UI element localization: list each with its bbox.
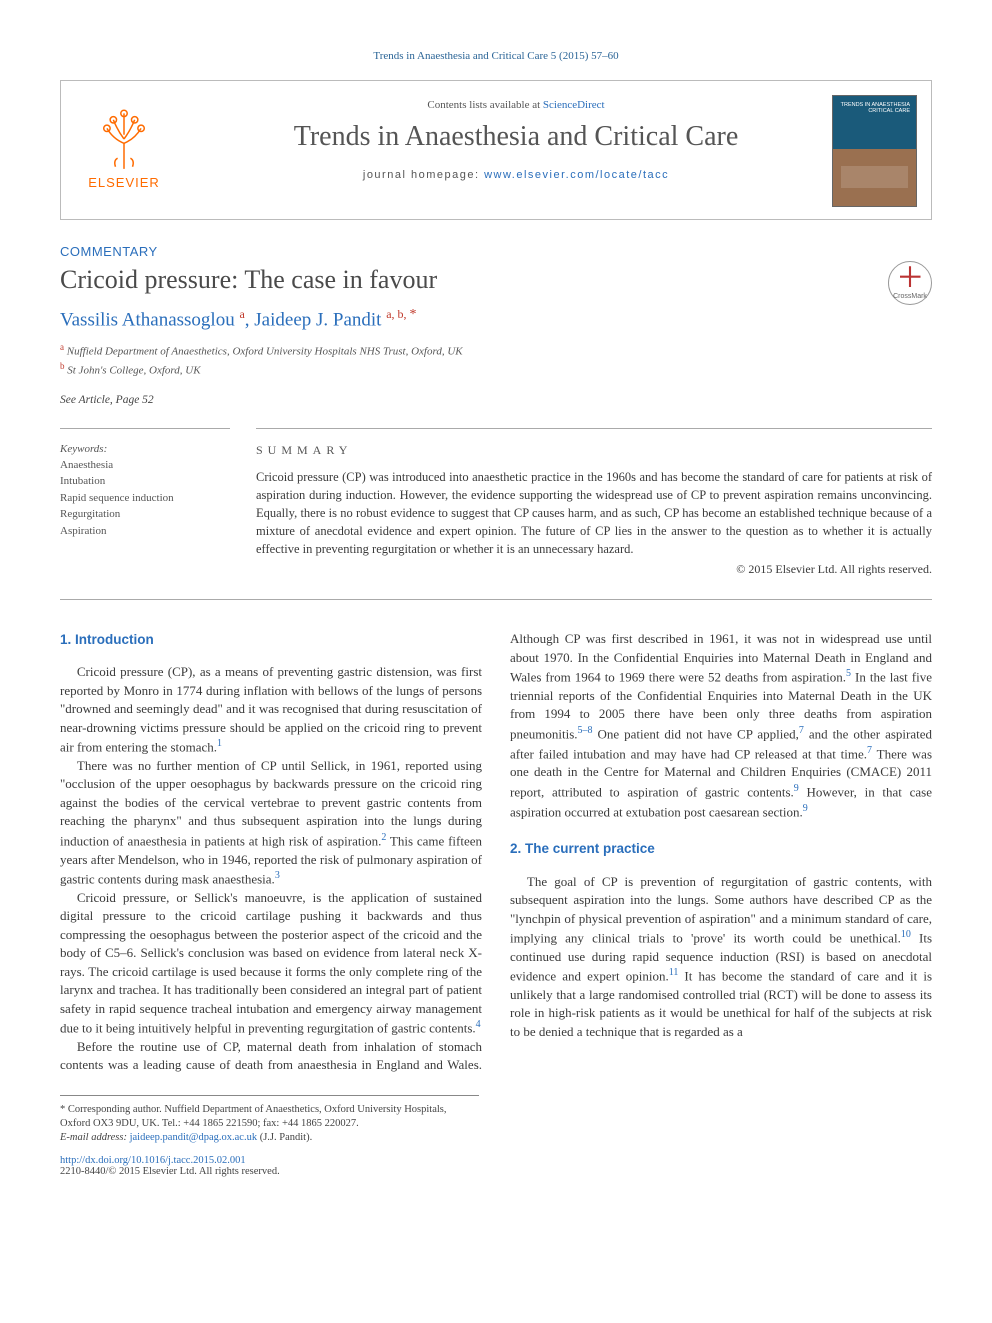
elsevier-logo: ELSEVIER [79,107,169,190]
crossmark-badge[interactable]: CrossMark [888,261,932,305]
summary-copyright: © 2015 Elsevier Ltd. All rights reserved… [256,562,932,577]
body-p3: Cricoid pressure, or Sellick's manoeuvre… [60,890,482,1036]
journal-name: Trends in Anaesthesia and Critical Care [211,121,821,153]
section-2-heading: 2. The current practice [510,839,932,858]
cite-4[interactable]: 4 [476,1019,481,1030]
article-title: Cricoid pressure: The case in favour [60,265,437,295]
doi-line: http://dx.doi.org/10.1016/j.tacc.2015.02… [60,1155,932,1166]
doi-link[interactable]: http://dx.doi.org/10.1016/j.tacc.2015.02… [60,1155,246,1166]
body-s2-p1a: The goal of CP is prevention of regurgit… [510,874,932,946]
article-body: 1. Introduction Cricoid pressure (CP), a… [60,630,932,1074]
footnote-text: * Corresponding author. Nuffield Departm… [60,1104,447,1129]
keyword-item: Rapid sequence induction [60,490,230,507]
cite-11[interactable]: 11 [669,967,679,978]
author-sep: , [245,309,255,330]
keyword-item: Aspiration [60,523,230,540]
elsevier-logo-text: ELSEVIER [79,175,169,190]
cite-9b[interactable]: 9 [803,803,808,814]
crossmark-label: CrossMark [889,293,931,300]
summary-label: summary [256,443,932,458]
body-p4c: One patient did not have CP applied, [593,726,799,741]
body-p1: Cricoid pressure (CP), as a means of pre… [60,664,482,754]
cite-1[interactable]: 1 [217,738,222,749]
journal-header: ELSEVIER TRENDS IN ANAESTHESIA CRITICAL … [60,80,932,220]
keyword-item: Regurgitation [60,506,230,523]
keywords-label: Keywords: [60,443,230,455]
author-2-aff-sup: a, b, [386,307,409,321]
affiliations: a Nuffield Department of Anaesthetics, O… [60,341,932,379]
corr-email-link[interactable]: jaideep.pandit@dpag.ox.ac.uk [130,1132,257,1143]
corresponding-author-footnote: * Corresponding author. Nuffield Departm… [60,1095,479,1146]
issn-copyright-line: 2210-8440/© 2015 Elsevier Ltd. All right… [60,1166,932,1177]
homepage-prefix: journal homepage: [363,169,484,181]
journal-homepage-link[interactable]: www.elsevier.com/locate/tacc [484,169,669,181]
aff-a-sup: a [60,342,64,352]
cite-3[interactable]: 3 [275,870,280,881]
cover-title: TRENDS IN ANAESTHESIA CRITICAL CARE [839,102,910,114]
journal-homepage-line: journal homepage: www.elsevier.com/locat… [211,169,821,181]
summary-text: Cricoid pressure (CP) was introduced int… [256,468,932,559]
contents-available-line: Contents lists available at ScienceDirec… [211,99,821,111]
email-label: E-mail address: [60,1132,130,1143]
see-article-line: See Article, Page 52 [60,394,932,406]
keyword-item: Intubation [60,473,230,490]
cite-5-8[interactable]: 5–8 [578,725,593,736]
author-2-name: Jaideep J. Pandit [254,309,386,330]
cite-10[interactable]: 10 [901,929,911,940]
aff-b-sup: b [60,361,65,371]
elsevier-tree-icon [92,107,156,171]
authors-line: Vassilis Athanassoglou a, Jaideep J. Pan… [60,307,932,331]
aff-b-text: St John's College, Oxford, UK [67,365,200,377]
summary-panel: summary Cricoid pressure (CP) was introd… [256,428,932,578]
journal-cover-thumb: TRENDS IN ANAESTHESIA CRITICAL CARE [832,95,917,207]
section-1-heading: 1. Introduction [60,630,482,649]
contents-prefix: Contents lists available at [427,99,542,111]
article-type: COMMENTARY [60,244,932,259]
sciencedirect-link[interactable]: ScienceDirect [543,99,605,111]
keyword-item: Anaesthesia [60,457,230,474]
running-head: Trends in Anaesthesia and Critical Care … [60,50,932,62]
keywords-panel: Keywords: Anaesthesia Intubation Rapid s… [60,428,230,578]
author-corr-star: * [410,307,417,322]
author-1-name: Vassilis Athanassoglou [60,309,239,330]
email-suffix: (J.J. Pandit). [257,1132,312,1143]
aff-a-text: Nuffield Department of Anaesthetics, Oxf… [67,346,463,358]
